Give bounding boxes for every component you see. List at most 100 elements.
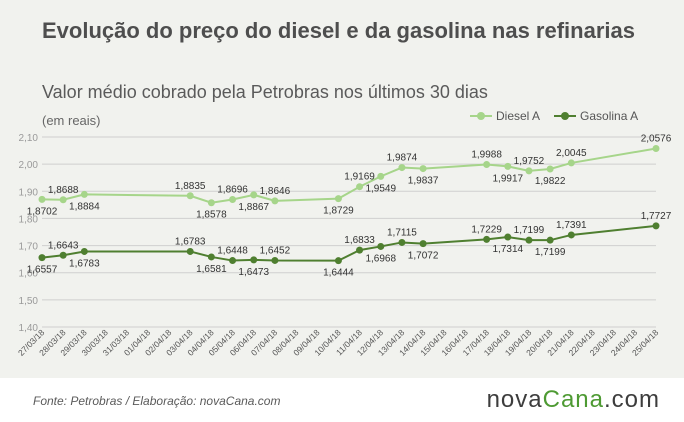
data-point-gasolina	[525, 236, 533, 244]
data-label-gasolina: 1,6643	[48, 240, 79, 251]
data-point-diesel	[186, 192, 194, 200]
data-label-diesel: 1,9874	[387, 153, 418, 164]
data-point-gasolina	[59, 251, 67, 259]
data-label-gasolina: 1,6473	[238, 267, 269, 278]
y-tick-label: 1,50	[19, 296, 39, 307]
data-point-diesel	[80, 190, 88, 198]
data-label-gasolina: 1,6968	[365, 253, 396, 264]
data-label-diesel: 1,8884	[69, 201, 100, 212]
legend-swatch-gasolina	[554, 111, 577, 121]
legend-label-gasolina: Gasolina A	[580, 109, 639, 123]
data-point-gasolina	[567, 231, 575, 239]
data-point-diesel	[419, 165, 427, 173]
data-label-gasolina: 1,6444	[323, 268, 354, 279]
data-label-diesel: 1,8867	[238, 202, 269, 213]
data-point-gasolina	[652, 222, 660, 230]
data-point-gasolina	[80, 247, 88, 255]
data-point-diesel	[567, 159, 575, 167]
data-point-diesel	[652, 145, 660, 153]
data-label-gasolina: 1,6783	[69, 258, 100, 269]
data-label-diesel: 1,9837	[408, 176, 439, 187]
data-label-diesel: 1,8688	[48, 185, 79, 196]
data-point-gasolina	[334, 257, 342, 265]
data-label-diesel: 1,8835	[175, 181, 206, 192]
chart-subtitle: Valor médio cobrado pela Petrobras nos ú…	[42, 82, 488, 102]
line-chart: 1,401,501,601,701,801,902,002,1027/03/18…	[16, 133, 672, 358]
brand-com: .com	[603, 386, 660, 413]
data-point-gasolina	[250, 256, 258, 264]
data-point-diesel	[59, 196, 67, 204]
data-label-gasolina: 1,7199	[535, 247, 566, 258]
units-note: (em reais)	[42, 113, 101, 128]
data-point-diesel	[356, 183, 364, 191]
data-point-diesel	[398, 164, 406, 172]
y-tick-label: 1,60	[19, 269, 39, 280]
data-point-gasolina	[483, 235, 491, 243]
data-point-gasolina	[398, 238, 406, 246]
data-label-diesel: 1,8646	[260, 186, 291, 197]
data-point-gasolina	[186, 247, 194, 255]
data-label-diesel: 1,8696	[217, 185, 248, 196]
chart-panel: Evolução do preço do diesel e da gasolin…	[0, 0, 684, 378]
y-tick-label: 1,70	[19, 242, 39, 253]
data-point-gasolina	[271, 256, 279, 264]
y-tick-label: 1,80	[19, 214, 39, 225]
data-label-gasolina: 1,6581	[196, 264, 227, 275]
data-point-gasolina	[229, 257, 237, 265]
data-label-gasolina: 1,6783	[175, 236, 206, 247]
data-label-diesel: 1,9169	[344, 172, 375, 183]
chart-title: Evolução do preço do diesel e da gasolin…	[42, 18, 635, 43]
legend: Diesel A Gasolina A	[470, 108, 652, 124]
data-point-gasolina	[546, 236, 554, 244]
data-label-gasolina: 1,7314	[492, 244, 523, 255]
data-point-diesel	[207, 199, 215, 207]
data-point-diesel	[483, 160, 491, 168]
data-label-gasolina: 1,7072	[408, 251, 439, 262]
data-label-gasolina: 1,7391	[556, 220, 587, 231]
data-label-gasolina: 1,7727	[641, 211, 672, 222]
data-label-diesel: 1,9549	[365, 183, 396, 194]
data-label-diesel: 1,9917	[492, 173, 523, 184]
legend-swatch-diesel	[470, 111, 492, 121]
legend-label-diesel: Diesel A	[496, 109, 541, 123]
data-point-gasolina	[419, 240, 427, 248]
data-point-diesel	[229, 196, 237, 204]
brand-nova: nova	[486, 386, 543, 413]
data-label-gasolina: 1,6452	[260, 245, 291, 256]
data-label-gasolina: 1,6448	[217, 246, 248, 257]
y-tick-label: 2,10	[19, 133, 39, 144]
data-point-diesel	[271, 197, 279, 205]
data-label-diesel: 1,8578	[196, 210, 227, 221]
data-point-diesel	[546, 165, 554, 173]
data-label-gasolina: 1,7115	[387, 227, 417, 238]
y-tick-label: 1,90	[19, 187, 39, 198]
data-point-gasolina	[504, 233, 512, 241]
data-point-gasolina	[38, 254, 46, 262]
y-tick-label: 2,00	[19, 160, 39, 171]
data-label-diesel: 2,0045	[556, 148, 587, 159]
legend-item-gasolina: Gasolina A	[554, 109, 638, 123]
data-label-gasolina: 1,6557	[27, 265, 58, 276]
y-tick-label: 1,40	[19, 323, 39, 334]
data-label-diesel: 1,9752	[514, 156, 545, 167]
data-point-diesel	[250, 191, 258, 199]
brand-cana: Cana	[542, 386, 604, 413]
data-point-diesel	[525, 167, 533, 175]
footer: Fonte: Petrobras / Elaboração: novaCana.…	[0, 378, 684, 422]
data-label-diesel: 1,9988	[471, 149, 502, 160]
brand-logo: novaCana.com	[487, 386, 660, 414]
data-point-gasolina	[207, 253, 215, 261]
legend-item-diesel: Diesel A	[470, 109, 540, 123]
data-label-diesel: 1,9822	[535, 176, 566, 187]
data-point-gasolina	[356, 246, 364, 254]
data-label-gasolina: 1,7199	[514, 225, 545, 236]
data-point-diesel	[504, 162, 512, 170]
data-point-diesel	[377, 172, 385, 180]
data-point-gasolina	[377, 242, 385, 250]
source-note: Fonte: Petrobras / Elaboração: novaCana.…	[33, 394, 281, 408]
data-label-diesel: 2,0576	[641, 134, 672, 145]
data-label-diesel: 1,8729	[323, 206, 354, 217]
data-label-diesel: 1,8702	[27, 206, 58, 217]
data-point-diesel	[334, 195, 342, 203]
data-label-gasolina: 1,6833	[344, 235, 375, 246]
